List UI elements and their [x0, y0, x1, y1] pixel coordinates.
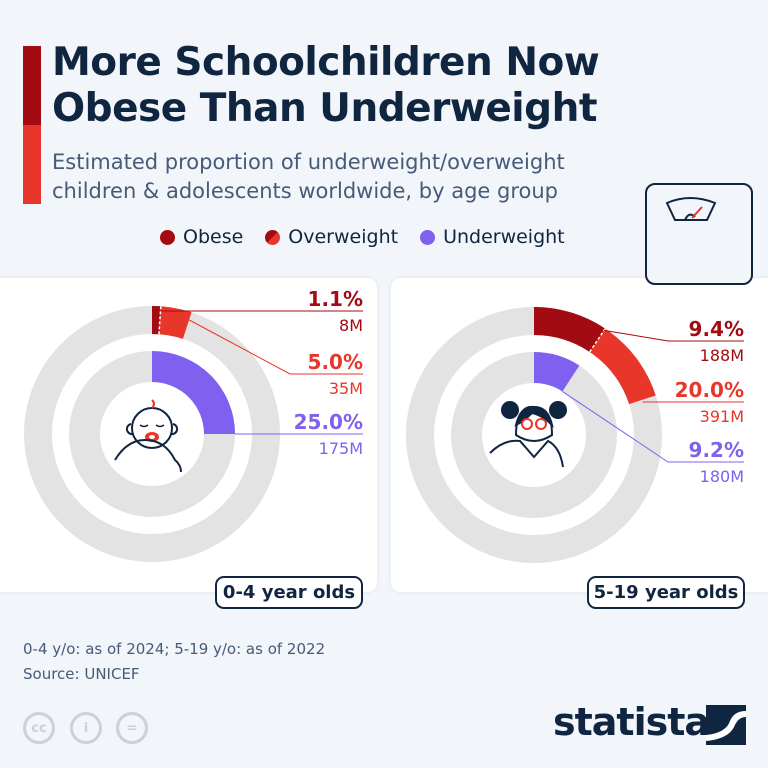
- legend-label: Overweight: [288, 226, 399, 248]
- percent-label: 1.1%: [308, 287, 363, 311]
- no-derivatives-icon[interactable]: =: [116, 712, 148, 744]
- overweight-arc: [152, 306, 192, 339]
- count-label: 35M: [329, 379, 363, 398]
- count-label: 188M: [700, 346, 744, 365]
- legend-label: Underweight: [443, 226, 565, 248]
- count-label: 180M: [700, 467, 744, 486]
- leader-line: [188, 319, 363, 375]
- title-accent-bar-dark: [23, 46, 41, 125]
- attribution-icon[interactable]: i: [70, 712, 102, 744]
- percent-label: 5.0%: [308, 350, 363, 374]
- title-line-1: More Schoolchildren Now: [52, 40, 600, 85]
- chart-0-4-year-olds: 1.1% 8M 5.0% 35M 25.0% 175M: [24, 287, 363, 562]
- count-label: 391M: [700, 407, 744, 426]
- percent-label: 25.0%: [294, 410, 363, 434]
- percent-label: 9.2%: [689, 438, 744, 462]
- chart-5-19-year-olds: 9.4% 188M 20.0% 391M 9.2% 180M: [406, 307, 744, 563]
- footnote: 0-4 y/o: as of 2024; 5-19 y/o: as of 202…: [23, 640, 326, 658]
- scale-icon: [645, 183, 753, 285]
- legend-item-underweight: Underweight: [420, 226, 565, 248]
- overweight-dot-icon: [265, 229, 281, 245]
- source: Source: UNICEF: [23, 665, 140, 683]
- underweight-arc: [152, 351, 235, 434]
- statista-logo-icon: [706, 705, 746, 745]
- percent-label: 9.4%: [689, 317, 744, 341]
- count-label: 175M: [319, 439, 363, 458]
- underweight-arc: [534, 352, 580, 392]
- subtitle-line-1: Estimated proportion of underweight/over…: [52, 150, 565, 174]
- leader-line: [562, 391, 744, 463]
- legend: Obese Overweight Underweight: [160, 226, 565, 248]
- percent-label: 20.0%: [675, 378, 744, 402]
- age-group-label-0-4: 0-4 year olds: [215, 576, 363, 609]
- title-line-2: Obese Than Underweight: [52, 86, 598, 131]
- cc-icon[interactable]: cc: [23, 712, 55, 744]
- obese-arc: [534, 307, 606, 352]
- brand-name: statista: [553, 700, 710, 744]
- obese-dot-icon: [160, 229, 175, 245]
- page-title: More Schoolchildren Now Obese Than Under…: [52, 40, 672, 132]
- legend-item-overweight: Overweight: [265, 226, 398, 248]
- subtitle-line-2: children & adolescents worldwide, by age…: [52, 179, 558, 203]
- legend-item-obese: Obese: [160, 226, 243, 248]
- girl-icon: [489, 401, 567, 468]
- legend-label: Obese: [183, 226, 244, 248]
- statista-logo: statista: [553, 700, 710, 744]
- leader-line: [604, 329, 744, 342]
- underweight-dot-icon: [420, 229, 436, 245]
- obese-arc: [152, 306, 161, 335]
- age-group-label-5-19: 5-19 year olds: [587, 576, 745, 609]
- subtitle: Estimated proportion of underweight/over…: [52, 148, 652, 206]
- title-accent-bar-red: [23, 125, 41, 204]
- count-label: 8M: [339, 316, 363, 335]
- baby-icon: [114, 399, 182, 473]
